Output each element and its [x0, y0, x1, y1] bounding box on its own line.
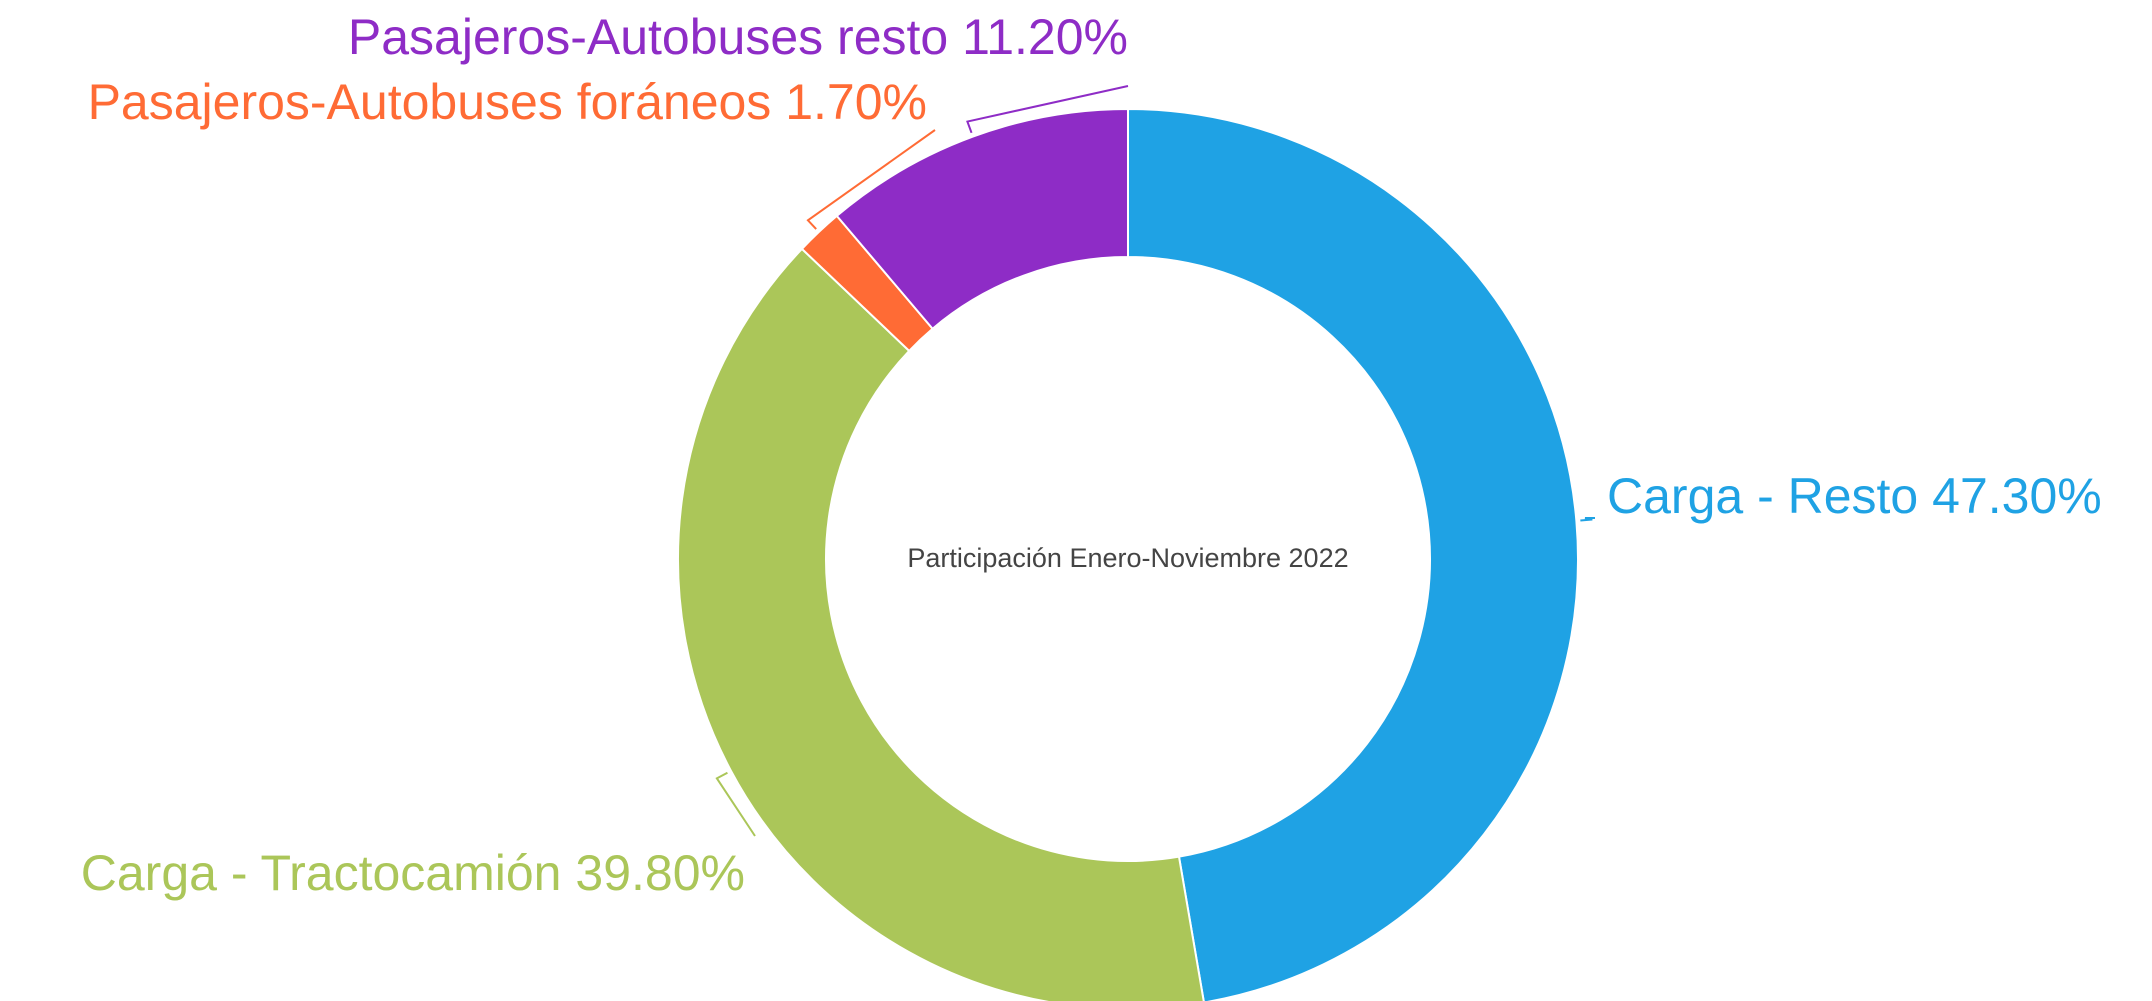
donut-slice — [835, 107, 1129, 331]
donut-slice — [1127, 107, 1579, 1001]
donut-slice — [677, 247, 1205, 1001]
slice-value: 11.20% — [962, 9, 1128, 65]
slice-category: Pasajeros-Autobuses foráneos — [88, 74, 772, 130]
leader-line — [806, 129, 936, 230]
slice-label: Pasajeros-Autobuses resto 11.20% — [348, 9, 1128, 65]
slice-label: Carga - Resto 47.30% — [1607, 468, 2102, 524]
slice-value: 47.30% — [1932, 468, 2102, 524]
leader-line — [966, 85, 1129, 134]
slice-category: Carga - Resto — [1607, 468, 1918, 524]
slice-category: Carga - Tractocamión — [81, 845, 562, 901]
slice-value: 1.70% — [785, 74, 927, 130]
leader-line — [715, 771, 756, 837]
slice-label: Pasajeros-Autobuses foráneos 1.70% — [88, 74, 927, 130]
slice-category: Pasajeros-Autobuses resto — [348, 9, 948, 65]
leader-line — [1580, 517, 1595, 522]
center-title: Participación Enero-Noviembre 2022 — [907, 543, 1348, 573]
slice-value: 39.80% — [575, 845, 745, 901]
slice-label: Carga - Tractocamión 39.80% — [81, 845, 745, 901]
